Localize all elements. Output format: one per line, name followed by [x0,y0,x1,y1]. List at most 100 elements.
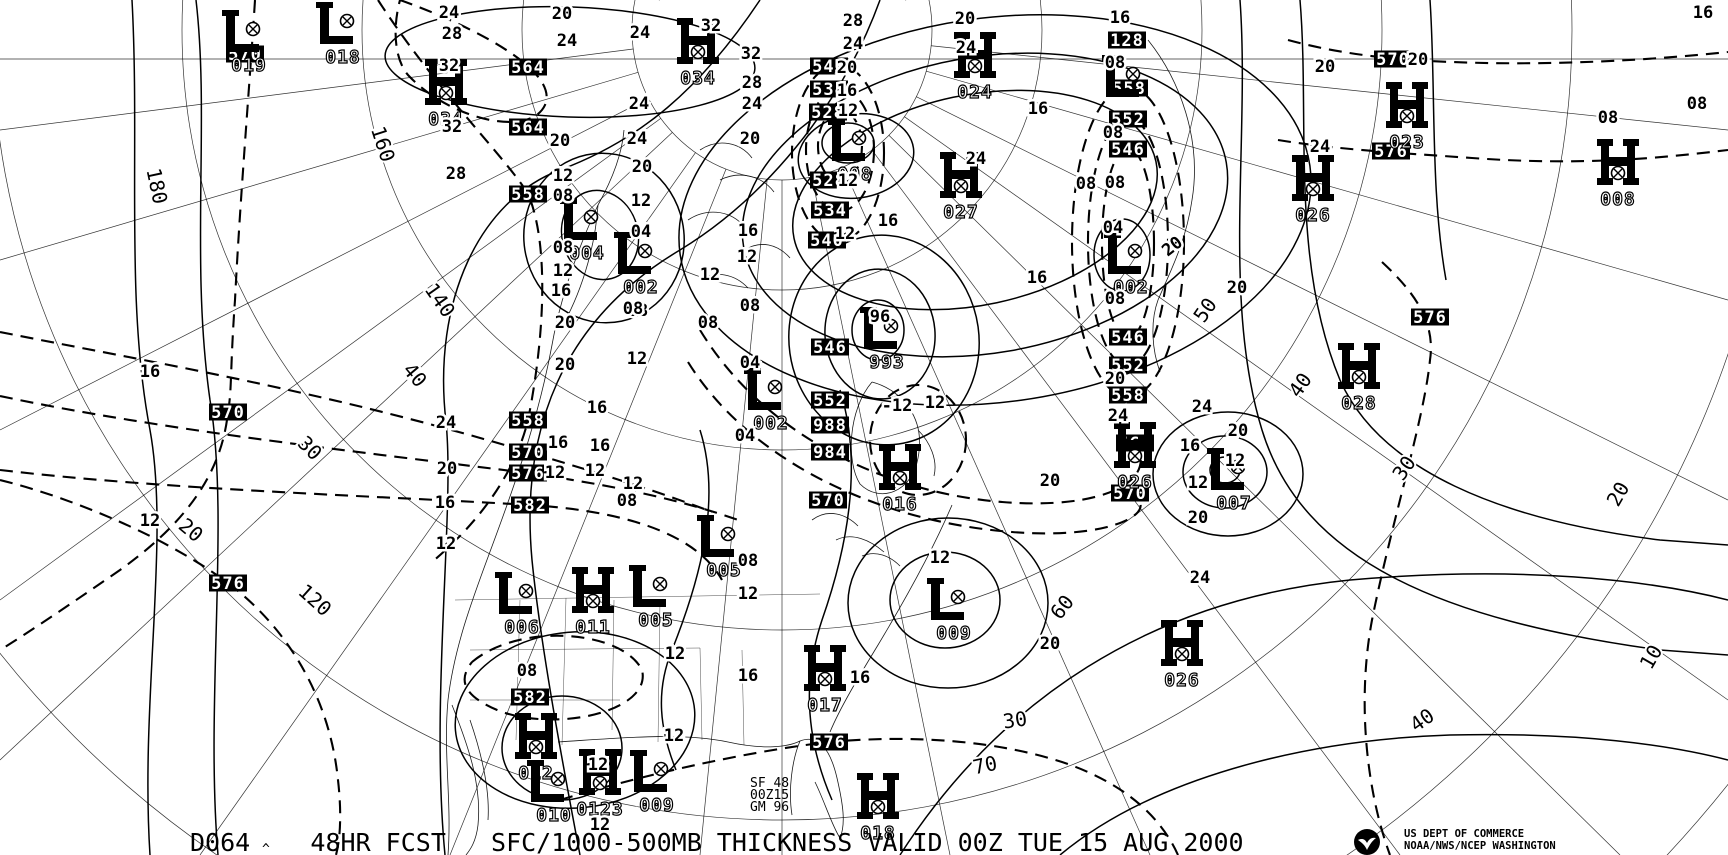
isobar-contour [1152,411,1304,537]
l-stem [226,10,235,52]
isobar-label: 16 [587,398,607,418]
thickness-label: 570 [1374,50,1412,70]
center-marker-cross [595,778,605,788]
isobar-label: 04 [631,222,651,242]
center-marker-cross [820,674,830,684]
thickness-label: 546 [1109,140,1147,160]
h-stem [609,749,617,795]
pressure-value: 008 [837,164,873,185]
isobar-contour [1429,0,1447,281]
thickness-label-text: 564 [511,118,545,138]
thickness-label-text: 570 [1113,484,1147,504]
thickness-label-box [810,171,848,189]
thickness-label-text: 528 [812,171,846,191]
low-pressure-center: 005 [629,565,673,632]
center-marker-cross [521,586,531,596]
thickness-label-text: 570 [1376,50,1410,70]
thickness-label-text: 540 [810,231,844,251]
isobar-label: 12 [664,726,684,746]
thickness-label: 558 [509,185,547,205]
isobar-label: 12 [1225,451,1245,471]
isobar-label: 16 [435,493,455,513]
isobar-label: 24 [1310,137,1330,157]
low-pressure-center: 006 [495,572,539,639]
center-marker-cross [956,181,966,191]
l-foot [320,36,353,44]
thickness-contour [0,0,257,651]
thickness-label-box [509,411,547,429]
high-pressure-center: 027 [940,152,982,224]
isobar-contour [523,152,685,324]
thickness-contour [0,394,745,523]
l-stem [748,368,757,410]
thickness-label-box [209,574,247,592]
thickness-label: 540 [810,57,848,77]
graticule-label: 30 [1001,706,1028,733]
pressure-value: 027 [943,202,979,223]
thickness-label-text: 558 [511,185,545,205]
center-marker-cross [655,579,665,589]
pressure-value: 018 [860,823,896,844]
thickness-contour [0,468,723,581]
caption-caret-mark: ^ [262,842,270,855]
isobar-contour [1059,733,1728,855]
thickness-label-text: 988 [813,416,847,436]
thickness-label: 558 [1109,386,1147,406]
high-pressure-center: 018 [857,773,899,845]
graticule-label: 50 [1188,293,1221,327]
isobar-label: 16 [140,362,160,382]
l-foot [618,266,651,274]
isobar-label: 28 [446,164,466,184]
thickness-label: 576 [1372,142,1410,162]
thickness-label: 582 [511,688,549,708]
isobar-contour [1093,218,1151,292]
l-foot [499,606,532,614]
isobar-contour [131,0,158,855]
isobar-label: 24 [956,38,976,58]
thickness-label: 576 [1411,308,1449,328]
thickness-label-text: 558 [511,411,545,431]
thickness-label: 546 [1109,328,1147,348]
thickness-label-box [811,443,849,461]
thickness-contour [687,361,1142,535]
thickness-label-box [810,57,848,75]
isobar-contour [1299,0,1728,546]
pressure-value: 002 [623,277,659,298]
low-pressure-center: 002 [614,232,659,299]
graticule-line [904,116,1728,701]
isobar-label: 08 [553,238,573,258]
l-stem [1211,448,1220,490]
thickness-label: 564 [509,118,547,138]
center-marker-cross [441,88,451,98]
graticule-line [0,132,673,761]
center-marker-cross [586,212,596,222]
graticule-label: 20 [1602,478,1635,511]
high-pressure-center: 026 [1114,422,1156,494]
low-pressure-center: 002 [744,368,788,435]
pressure-value: 007 [1216,493,1252,514]
isobar-label: 20 [1105,369,1125,389]
isobar-label: 08 [553,186,573,206]
isobar-label: 08 [1598,108,1618,128]
center-marker-cross [1128,69,1138,79]
center-marker-cross [656,764,666,774]
isobar-label: 12 [545,463,565,483]
isobar-label: 12 [665,644,685,664]
low-pressure-center: 005 [697,515,742,582]
pressure-value: 993 [869,352,905,373]
thickness-label-text: 128 [1110,31,1144,51]
h-bar [583,767,609,776]
pressure-value: 005 [706,560,742,581]
isobar-label: 20 [837,58,857,78]
center-marker-cross [342,16,352,26]
isobar-contour [1182,435,1268,509]
isobar-label: 20 [1040,471,1060,491]
l-foot [1108,266,1141,274]
graticule-label: 180 [142,166,173,206]
thickness-label: 576 [509,464,547,484]
isobar-label: 20 [1188,508,1208,528]
h-bar [958,50,984,59]
low-pressure-center: 007 [1207,448,1252,515]
thickness-label-box [509,464,547,482]
isobar-label: 12 [700,265,720,285]
